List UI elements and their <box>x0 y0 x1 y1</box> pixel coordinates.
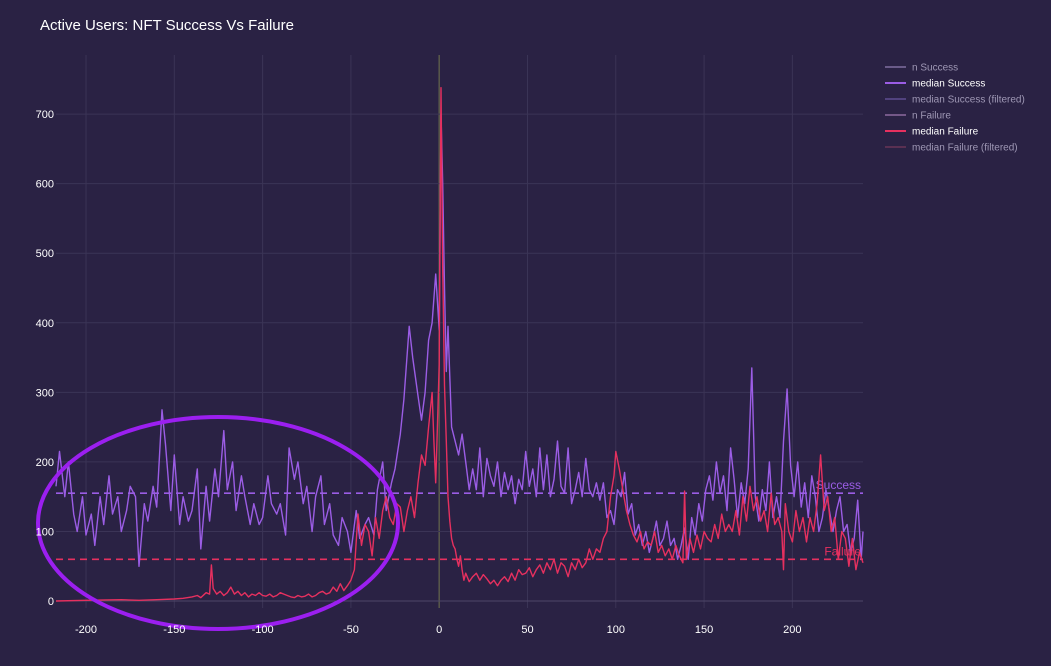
legend[interactable]: n Success median Success median Success (f… <box>885 63 1025 154</box>
y-tick-label: 500 <box>36 248 54 260</box>
series-lines <box>55 87 864 602</box>
x-tick-label: -150 <box>163 624 185 636</box>
series-line-median-success <box>55 113 864 567</box>
legend-label: median Failure <box>912 127 979 138</box>
highlight-ellipse <box>36 415 400 631</box>
y-tick-label: 700 <box>36 109 54 121</box>
reference-label-success: Success <box>816 478 861 492</box>
chart-title: Active Users: NFT Success Vs Failure <box>40 17 294 34</box>
legend-item[interactable]: median Success <box>885 79 985 90</box>
y-axis-ticks: 0 100 200 300 400 500 600 700 <box>36 109 54 608</box>
y-tick-label: 400 <box>36 318 54 330</box>
x-tick-label: 50 <box>521 624 533 636</box>
x-tick-label: 200 <box>783 624 801 636</box>
x-tick-label: 0 <box>436 624 442 636</box>
legend-item[interactable]: median Failure (filtered) <box>885 143 1018 154</box>
legend-item[interactable]: median Success (filtered) <box>885 95 1025 106</box>
x-axis-ticks: -200 -150 -100 -50 0 50 100 150 200 <box>75 624 802 636</box>
x-tick-label: 150 <box>695 624 713 636</box>
highlight-layer <box>36 415 400 631</box>
y-tick-label: 100 <box>36 526 54 538</box>
legend-label: n Success <box>912 63 958 74</box>
reference-label-failure: Failure <box>824 544 861 558</box>
series-line-median-failure <box>55 87 864 602</box>
x-tick-label: -200 <box>75 624 97 636</box>
y-tick-label: 200 <box>36 457 54 469</box>
y-tick-label: 600 <box>36 179 54 191</box>
legend-item[interactable]: n Success <box>885 63 958 74</box>
legend-item[interactable]: n Failure <box>885 111 951 122</box>
legend-label: n Failure <box>912 111 951 122</box>
x-tick-label: -100 <box>252 624 274 636</box>
x-tick-label: -50 <box>343 624 359 636</box>
legend-label: median Failure (filtered) <box>912 143 1018 154</box>
y-tick-label: 300 <box>36 387 54 399</box>
grid <box>56 55 863 608</box>
y-tick-label: 0 <box>48 596 54 608</box>
legend-label: median Success <box>912 79 985 90</box>
legend-label: median Success (filtered) <box>912 95 1025 106</box>
x-tick-label: 100 <box>607 624 625 636</box>
legend-item[interactable]: median Failure <box>885 127 979 138</box>
